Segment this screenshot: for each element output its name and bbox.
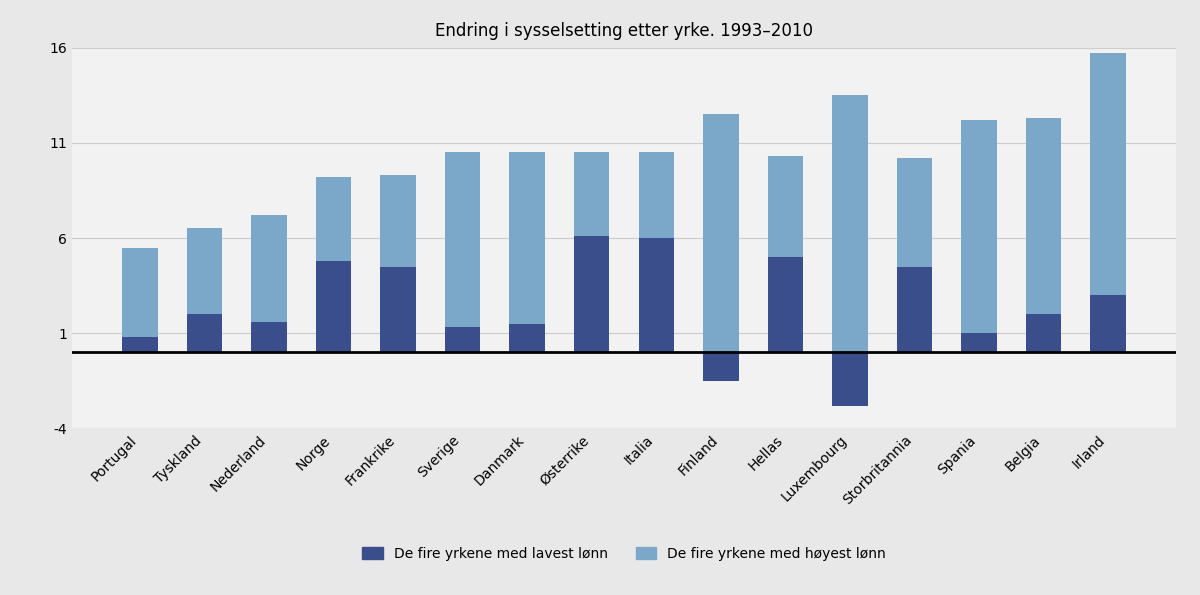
Bar (445, 152, 480, 327)
Bar (1026, 314, 1061, 352)
Bar (638, 152, 674, 238)
Bar (316, 177, 352, 261)
Bar (445, 327, 480, 352)
Bar (1091, 295, 1126, 352)
Bar (122, 337, 157, 352)
Bar (768, 257, 803, 352)
Bar (510, 152, 545, 324)
Bar (768, 156, 803, 257)
Bar (638, 238, 674, 352)
Bar (122, 248, 157, 337)
Bar (1026, 118, 1061, 314)
Bar (251, 322, 287, 352)
Bar (251, 215, 287, 322)
Bar (380, 267, 416, 352)
Bar (574, 236, 610, 352)
Bar (896, 267, 932, 352)
Bar (832, 352, 868, 406)
Bar (574, 152, 610, 236)
Bar (380, 175, 416, 267)
Bar (510, 324, 545, 352)
Bar (703, 352, 738, 381)
Title: Endring i sysselsetting etter yrke. 1993–2010: Endring i sysselsetting etter yrke. 1993… (436, 23, 814, 40)
Legend: De fire yrkene med lavest lønn, De fire yrkene med høyest lønn: De fire yrkene med lavest lønn, De fire … (356, 541, 892, 566)
Bar (316, 261, 352, 352)
Bar (961, 120, 997, 333)
Bar (896, 158, 932, 267)
Bar (1091, 54, 1126, 295)
Bar (187, 314, 222, 352)
Bar (187, 228, 222, 314)
Bar (832, 95, 868, 352)
Bar (703, 114, 738, 352)
Bar (961, 333, 997, 352)
